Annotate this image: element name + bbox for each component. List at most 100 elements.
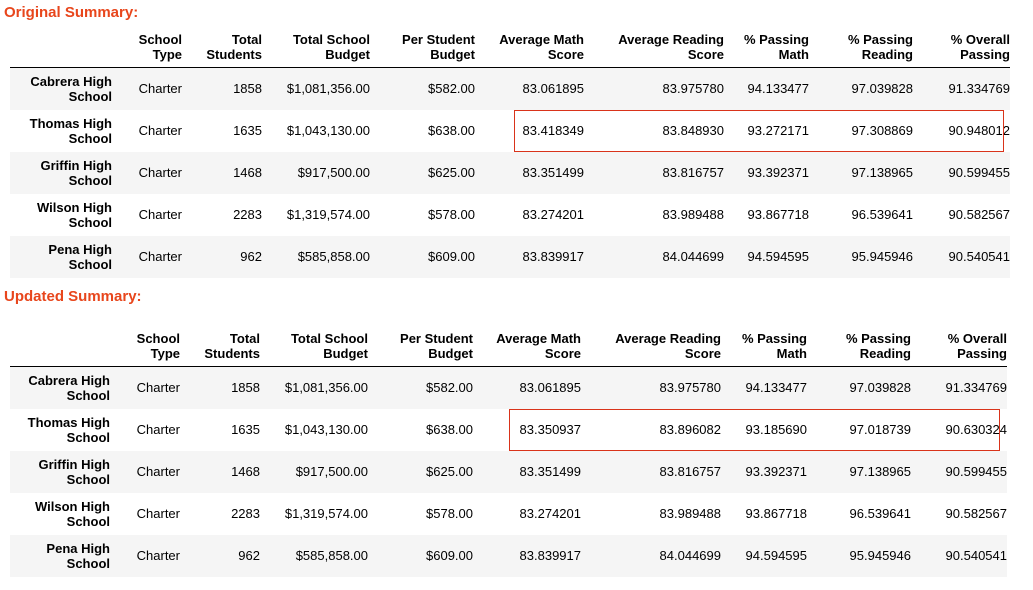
total-students-cell: 1468 [231,464,260,479]
column-header: % Overall Passing [913,26,1010,68]
avg-reading-cell: 83.848930 [662,123,724,138]
overall-passing-cell: 90.630324 [945,422,1007,437]
per-student-budget-cell: $582.00 [426,380,473,396]
overall-passing-cell: 91.334769 [945,380,1007,396]
pass-math-cell: 94.133477 [747,81,809,97]
school-name: Pena High School [46,540,110,571]
school-name: Wilson High School [37,199,112,230]
table-row: Cabrera High School Charter 1858 $1,081,3… [10,67,1010,110]
school-type-cell: Charter [138,81,182,97]
avg-math-cell: 83.061895 [522,81,584,97]
total-students-cell: 1858 [233,81,262,97]
avg-math-cell: 83.274201 [519,506,581,521]
total-students-cell: 962 [240,249,262,264]
pass-reading-cell: 97.018739 [849,422,911,437]
school-name: Wilson High School [35,498,110,529]
overall-passing-cell: 91.334769 [948,81,1010,97]
school-name: Thomas High School [27,414,110,445]
school-type-cell: Charter [136,464,180,479]
index-header [10,325,114,367]
school-type-cell: Charter [138,165,182,180]
school-name: Thomas High School [29,115,112,146]
per-student-budget-cell: $625.00 [428,165,475,180]
table-row: Thomas High School Charter 1635 $1,043,13… [10,110,1010,152]
column-header: % Passing Reading [807,325,911,367]
table-row: Pena High School Charter 962 $585,858.00 … [10,235,1010,278]
column-header: School Type [114,325,180,367]
per-student-budget-cell: $609.00 [428,249,475,264]
index-header [10,26,116,68]
total-budget-cell: $1,319,574.00 [286,207,370,222]
pass-math-cell: 93.392371 [747,165,809,180]
table-row: Thomas High School Charter 1635 $1,043,13… [10,409,1007,451]
school-name: Cabrera High School [30,73,112,104]
column-header: Per Student Budget [368,325,473,367]
column-header: % Passing Math [721,325,807,367]
column-header: School Type [116,26,182,68]
total-students-cell: 1635 [233,123,262,138]
pass-math-cell: 93.272171 [747,123,809,138]
column-header: Average Math Score [475,26,584,68]
pass-math-cell: 93.185690 [745,422,807,437]
per-student-budget-cell: $578.00 [426,506,473,521]
per-student-budget-cell: $582.00 [428,81,475,97]
avg-math-cell: 83.418349 [522,123,584,138]
pass-math-cell: 93.867718 [745,506,807,521]
column-header: Total School Budget [262,26,370,68]
column-header: Average Reading Score [581,325,721,367]
avg-math-cell: 83.350937 [519,422,581,437]
table-row: Cabrera High School Charter 1858 $1,081,3… [10,366,1007,409]
avg-reading-cell: 83.975780 [659,380,721,396]
total-budget-cell: $917,500.00 [297,165,370,180]
school-name: Griffin High School [40,157,113,188]
pass-reading-cell: 95.945946 [851,249,913,264]
table-row: Wilson High School Charter 2283 $1,319,57… [10,194,1010,236]
pass-reading-cell: 97.039828 [849,380,911,396]
school-name: Cabrera High School [28,372,110,403]
table-row: Griffin High School Charter 1468 $917,500… [10,450,1007,493]
school-type-cell: Charter [136,380,180,396]
avg-reading-cell: 83.896082 [659,422,721,437]
total-budget-cell: $1,043,130.00 [284,422,368,437]
total-students-cell: 1468 [233,165,262,180]
school-type-cell: Charter [138,249,182,264]
avg-math-cell: 83.061895 [519,380,581,396]
total-students-cell: 2283 [231,506,260,521]
total-budget-cell: $585,858.00 [295,548,368,563]
overall-passing-cell: 90.540541 [948,249,1010,264]
school-name: Griffin High School [38,456,111,487]
column-header: Total Students [182,26,262,68]
header-row: School Type Total Students Total School Bud… [10,26,1010,68]
school-type-cell: Charter [138,207,182,222]
school-type-cell: Charter [138,123,182,138]
updated-summary-table: School Type Total Students Total School Bud… [10,325,1007,577]
per-student-budget-cell: $625.00 [426,464,473,479]
column-header: Average Reading Score [584,26,724,68]
table-row: Pena High School Charter 962 $585,858.00 … [10,534,1007,577]
overall-passing-cell: 90.540541 [945,548,1007,563]
original-summary-table: School Type Total Students Total School Bud… [10,26,1010,278]
total-budget-cell: $585,858.00 [297,249,370,264]
pass-math-cell: 93.867718 [747,207,809,222]
pass-math-cell: 94.133477 [745,380,807,396]
avg-math-cell: 83.351499 [522,165,584,180]
total-students-cell: 962 [238,548,260,563]
overall-passing-cell: 90.582567 [948,207,1010,222]
pass-math-cell: 93.392371 [745,464,807,479]
avg-math-cell: 83.839917 [522,249,584,264]
pass-math-cell: 94.594595 [747,249,809,264]
per-student-budget-cell: $578.00 [428,207,475,222]
total-students-cell: 1858 [231,380,260,396]
total-budget-cell: $1,081,356.00 [284,380,368,396]
per-student-budget-cell: $638.00 [428,123,475,138]
total-students-cell: 2283 [233,207,262,222]
avg-reading-cell: 83.989488 [659,506,721,521]
pass-reading-cell: 97.138965 [851,165,913,180]
school-type-cell: Charter [136,548,180,563]
total-budget-cell: $1,043,130.00 [286,123,370,138]
overall-passing-cell: 90.948012 [948,123,1010,138]
original-summary-title: Original Summary: [4,4,139,21]
avg-math-cell: 83.839917 [519,548,581,563]
avg-math-cell: 83.274201 [522,207,584,222]
avg-reading-cell: 84.044699 [662,249,724,264]
